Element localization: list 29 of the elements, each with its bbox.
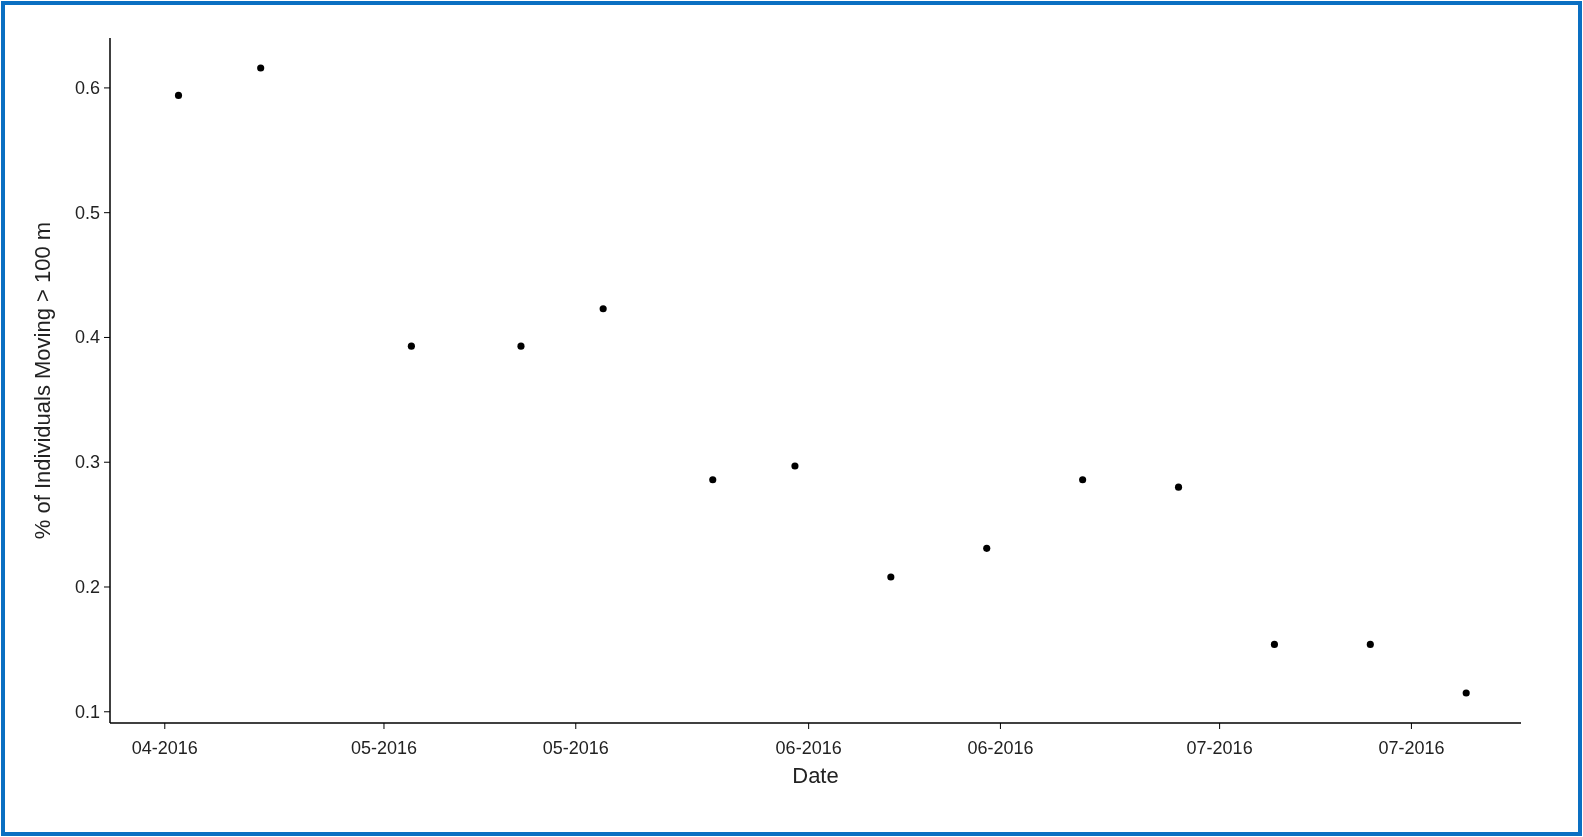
point [1366,640,1374,648]
point [599,305,607,313]
y-tick-label: 0.3 [74,452,100,473]
y-tick-label: 0.6 [74,77,100,98]
point [1174,483,1183,491]
point [517,342,525,350]
x-tick-label: 05-2016 [350,738,418,758]
y-tick-label: 0.4 [74,327,100,348]
x-tick-label: 06-2016 [775,738,842,758]
y-tick-label: 0.5 [74,202,100,223]
x-tick-label: 04-2016 [131,738,198,758]
y-tick-label: 0.2 [74,577,100,597]
x-axis-title: Date [792,763,839,788]
point [983,544,991,552]
x-tick-label: 06-2016 [967,738,1034,758]
x-tick-label: 07-2016 [1378,738,1445,758]
y-tick-label: 0.1 [74,701,100,722]
point [174,91,183,99]
point [1462,689,1470,697]
y-axis-title: % of Individuals Moving > 100 m [30,221,55,540]
point [791,462,799,470]
point [709,476,717,484]
point [407,342,415,350]
x-tick-label: 05-2016 [542,738,609,758]
point [257,64,265,72]
point [887,573,895,581]
point [1079,476,1087,484]
point [1270,640,1278,648]
x-tick-label: 07-2016 [1186,738,1253,758]
